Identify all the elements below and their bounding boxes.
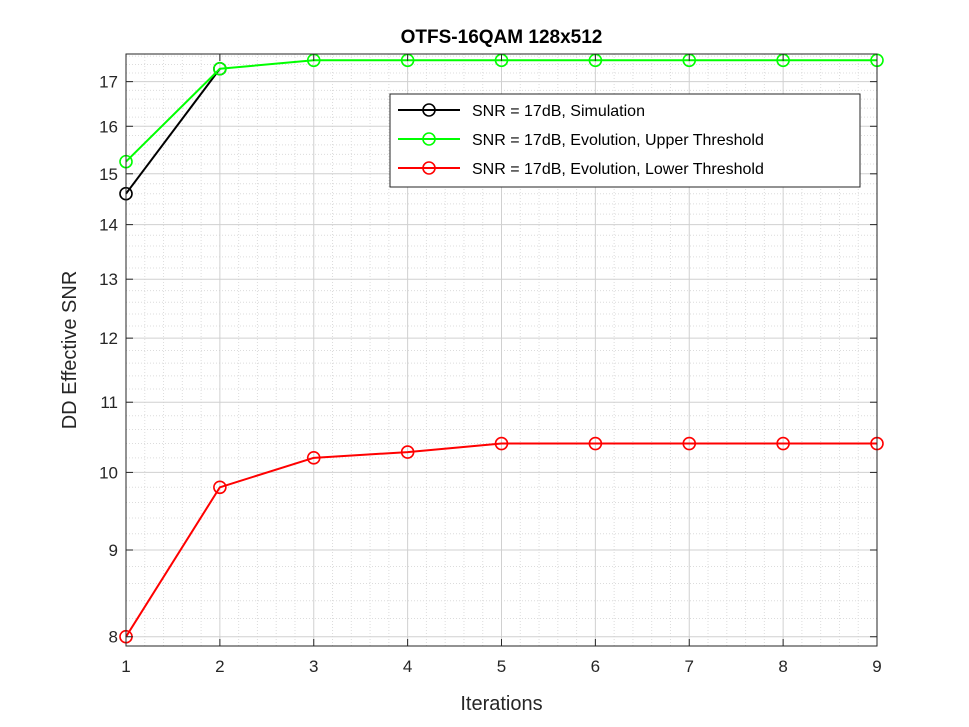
chart-title: OTFS-16QAM 128x512 [401, 27, 603, 48]
y-tick-label: 8 [109, 628, 118, 647]
legend: SNR = 17dB, Simulation SNR = 17dB, Evolut… [389, 93, 861, 188]
x-tick-label: 8 [778, 657, 787, 676]
series-point-2 [776, 436, 790, 451]
y-axis-title: DD Effective SNR [59, 271, 81, 430]
legend-label-0: SNR = 17dB, Simulation [472, 103, 645, 120]
x-tick-label: 2 [215, 657, 224, 676]
legend-label-2: SNR = 17dB, Evolution, Lower Threshold [472, 161, 764, 178]
x-axis-title: Iterations [460, 693, 542, 715]
series-point-2 [588, 436, 603, 451]
x-tick-label: 4 [403, 657, 412, 676]
series-point-2 [494, 436, 509, 451]
x-tick-label: 5 [497, 657, 506, 676]
y-tick-label: 9 [109, 541, 118, 560]
series-point-1 [213, 61, 227, 76]
series-line-2 [125, 442, 877, 638]
y-tick-label: 12 [99, 329, 118, 348]
x-tick-label: 6 [591, 657, 600, 676]
series-point-2 [306, 451, 321, 465]
legend-label-1: SNR = 17dB, Evolution, Upper Threshold [472, 132, 764, 149]
series-point-2 [682, 436, 697, 451]
y-tick-label: 17 [99, 73, 118, 92]
series-line-0 [125, 68, 221, 195]
x-tick-label: 3 [309, 657, 318, 676]
legend-marker-1 [422, 132, 436, 146]
y-tick-label: 16 [99, 117, 118, 136]
y-tick-label: 11 [100, 393, 118, 412]
x-tick-label: 9 [872, 657, 881, 676]
legend-marker-0 [422, 103, 436, 117]
x-tick-label: 1 [121, 657, 130, 676]
y-tick-label: 14 [99, 216, 118, 235]
series-point-2 [213, 480, 227, 495]
legend-box [389, 93, 861, 188]
y-tick-label: 15 [99, 165, 118, 184]
y-tick-label: 10 [99, 463, 118, 482]
x-tick-label: 7 [685, 657, 694, 676]
y-tick-label: 13 [99, 270, 118, 289]
series-point-2 [400, 445, 415, 459]
legend-marker-2 [422, 161, 436, 175]
